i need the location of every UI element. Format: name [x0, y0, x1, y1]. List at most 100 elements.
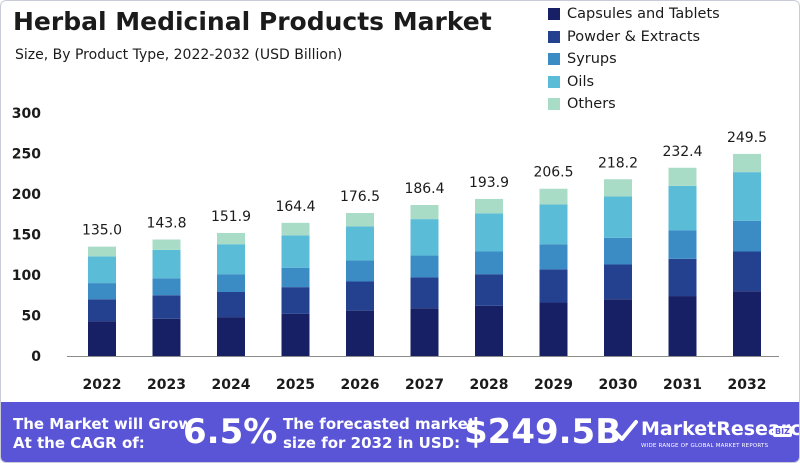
bar-segment — [152, 278, 181, 296]
bar-total-label: 206.5 — [533, 165, 573, 181]
footer-banner: The Market will Grow At the CAGR of: 6.5… — [1, 402, 800, 462]
bar-segment — [539, 269, 568, 303]
bar-segment — [410, 255, 439, 278]
bar-segment — [475, 274, 503, 306]
legend-swatch — [548, 98, 560, 111]
bar-segment — [217, 232, 245, 245]
bar-segment — [346, 281, 374, 311]
bar-segment — [281, 287, 310, 314]
bar-total-label: 151.9 — [211, 209, 251, 225]
bar-total-label: 135.0 — [82, 223, 122, 239]
y-tick-label: 200 — [12, 187, 41, 203]
cagr-value: 6.5% — [183, 412, 278, 452]
bar-segment — [217, 317, 245, 356]
cagr-text: The Market will Grow At the CAGR of: — [13, 415, 192, 453]
legend-swatch — [548, 53, 560, 66]
bar-segment — [410, 308, 439, 356]
y-tick-label: 250 — [12, 147, 41, 163]
y-tick-label: 0 — [31, 349, 41, 365]
brand-name: MarketResearch — [641, 418, 800, 440]
legend-label: Powder & Extracts — [567, 28, 701, 45]
x-tick-label: 2027 — [405, 377, 444, 393]
y-tick-label: 100 — [12, 268, 41, 284]
bar-segment — [475, 251, 503, 275]
bar-segment — [604, 196, 632, 238]
chart-title: Herbal Medicinal Products Market — [13, 7, 492, 36]
bar-segment — [604, 264, 632, 300]
chart-legend: Capsules and Tablets Powder & Extracts Syr… — [548, 3, 720, 116]
legend-item: Syrups — [548, 48, 720, 71]
bar-segment — [88, 256, 116, 284]
bar-segment — [346, 310, 374, 356]
bar-total-label: 218.2 — [598, 155, 638, 171]
bar-segment — [668, 296, 697, 356]
bar-segment — [539, 188, 568, 205]
bar-segment — [410, 205, 439, 220]
bar-segment — [733, 251, 761, 292]
bar-segment — [539, 244, 568, 270]
bar-segment — [152, 249, 181, 279]
bar-segment — [604, 237, 632, 265]
legend-swatch — [548, 75, 560, 88]
bar-segment — [152, 318, 181, 356]
bar-segment — [733, 220, 761, 252]
legend-swatch — [548, 30, 560, 43]
forecast-text-line2: size for 2032 in USD: — [283, 434, 461, 452]
bar-segment — [88, 246, 116, 257]
legend-item: Oils — [548, 71, 720, 94]
cagr-text-line2: At the CAGR of: — [13, 434, 145, 452]
legend-label: Others — [567, 96, 616, 113]
legend-item: Powder & Extracts — [548, 26, 720, 49]
forecast-text: The forecasted market size for 2032 in U… — [283, 415, 475, 453]
bar-segment — [88, 283, 116, 300]
bar-segment — [539, 302, 568, 356]
bar-segment — [733, 291, 761, 356]
y-tick-label: 50 — [22, 309, 42, 325]
x-tick-label: 2030 — [599, 377, 638, 393]
legend-label: Syrups — [567, 51, 617, 68]
bar-segment — [668, 167, 697, 186]
cagr-text-line1: The Market will Grow — [13, 415, 193, 433]
bar-segment — [88, 321, 116, 356]
bar-total-label: 249.5 — [727, 130, 767, 146]
checkmark-logo-icon — [612, 420, 638, 441]
bar-segment — [475, 198, 503, 214]
bar-segment — [152, 295, 181, 319]
x-tick-label: 2023 — [147, 377, 186, 393]
bar-segment — [88, 299, 116, 322]
bar-segment — [152, 239, 181, 250]
bar-segment — [281, 222, 310, 236]
bar-segment — [410, 277, 439, 309]
bar-segment — [668, 258, 697, 297]
bar-segment — [346, 213, 374, 227]
forecast-value: $249.5B — [464, 412, 622, 452]
y-tick-label: 300 — [12, 106, 41, 122]
bar-segment — [668, 230, 697, 259]
x-tick-label: 2024 — [212, 377, 251, 393]
legend-label: Capsules and Tablets — [567, 6, 720, 23]
brand-badge: BIZ — [773, 426, 792, 437]
x-tick-label: 2026 — [341, 377, 380, 393]
bar-total-label: 232.4 — [662, 144, 702, 160]
bar-segment — [346, 260, 374, 282]
legend-item: Others — [548, 93, 720, 116]
bar-segment — [475, 213, 503, 252]
x-tick-label: 2028 — [470, 377, 509, 393]
bar-segment — [217, 292, 245, 318]
legend-swatch — [548, 8, 560, 21]
bar-segment — [475, 305, 503, 356]
bar-total-label: 164.4 — [275, 199, 315, 215]
bar-segment — [539, 204, 568, 245]
bar-total-label: 186.4 — [404, 181, 444, 197]
legend-item: Capsules and Tablets — [548, 3, 720, 26]
bar-segment — [281, 313, 310, 356]
bar-segment — [668, 185, 697, 231]
bar-segment — [604, 299, 632, 356]
bar-segment — [733, 153, 761, 173]
bar-segment — [733, 172, 761, 221]
bar-segment — [346, 226, 374, 261]
chart-subtitle: Size, By Product Type, 2022-2032 (USD Bi… — [15, 47, 343, 63]
bar-total-label: 143.8 — [146, 216, 186, 232]
legend-label: Oils — [567, 73, 595, 90]
y-tick-label: 150 — [12, 228, 41, 244]
